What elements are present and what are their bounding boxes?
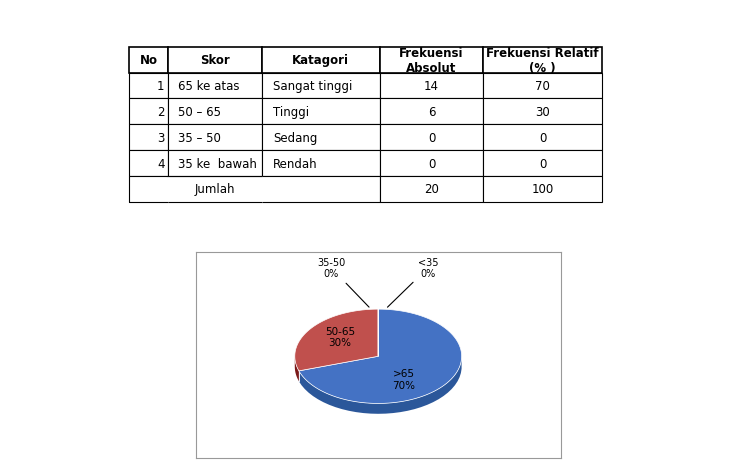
Text: 50-65
30%: 50-65 30% [325, 326, 355, 347]
Polygon shape [299, 309, 462, 404]
Text: 35-50
0%: 35-50 0% [317, 257, 369, 307]
Polygon shape [294, 309, 379, 371]
Text: >65
70%: >65 70% [392, 369, 415, 390]
Polygon shape [294, 357, 299, 382]
Polygon shape [299, 359, 461, 414]
Text: <35
0%: <35 0% [387, 257, 438, 307]
